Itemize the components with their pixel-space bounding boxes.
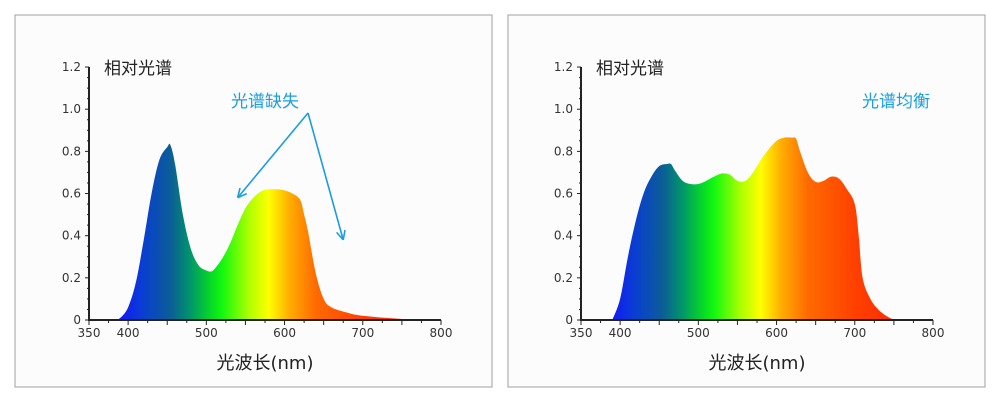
y-tick-label: 0.2 xyxy=(554,271,573,285)
x-tick-label: 700 xyxy=(351,326,374,340)
y-tick-label: 1.2 xyxy=(554,60,573,74)
x-tick-label: 350 xyxy=(78,326,101,340)
x-tick-label: 600 xyxy=(273,326,296,340)
y-tick-label: 0.4 xyxy=(62,229,81,243)
x-tick-label: 800 xyxy=(430,326,453,340)
chart-panel-1: 0 0.2 0.4 0.6 0.8 1.0 1.2 350 400 500 600 700 800 相对光… xyxy=(14,14,493,388)
arrow-head xyxy=(236,187,241,198)
y-tick-label: 1.0 xyxy=(62,102,81,116)
y-tick-label: 0.4 xyxy=(554,229,573,243)
chart-title: 相对光谱 xyxy=(596,59,664,79)
chart-title: 相对光谱 xyxy=(104,59,172,79)
arrow-head xyxy=(336,231,344,241)
y-tick-label: 0.2 xyxy=(62,271,81,285)
y-tick-label: 0 xyxy=(73,313,81,327)
y-tick-label: 1.2 xyxy=(62,60,81,74)
x-tick-label: 800 xyxy=(922,326,945,340)
annotation-label: 光谱均衡 xyxy=(862,92,930,112)
spectrum-area xyxy=(612,137,894,320)
y-tick-label: 0.8 xyxy=(62,144,81,158)
arrow-head xyxy=(342,229,346,241)
x-tick-label: 600 xyxy=(765,326,788,340)
annotation-arrow xyxy=(307,112,344,241)
y-tick-label: 0.8 xyxy=(554,144,573,158)
chart-panel-2: 0 0.2 0.4 0.6 0.8 1.0 1.2 350 400 500 600 700 800 相对光… xyxy=(507,14,986,388)
arrow-head xyxy=(237,192,248,199)
x-tick-label: 400 xyxy=(117,326,140,340)
x-tick-label: 700 xyxy=(843,326,866,340)
annotation-label: 光谱缺失 xyxy=(231,92,299,112)
x-tick-label: 500 xyxy=(687,326,710,340)
x-axis-label: 光波长(nm) xyxy=(217,353,314,374)
x-tick-label: 400 xyxy=(609,326,632,340)
annotation-arrow xyxy=(237,112,309,199)
spectrum-area xyxy=(114,143,442,320)
x-axis-label: 光波长(nm) xyxy=(709,353,806,374)
x-tick-label: 350 xyxy=(570,326,593,340)
y-tick-label: 0.6 xyxy=(554,187,573,201)
x-tick-label: 500 xyxy=(195,326,218,340)
y-tick-label: 1.0 xyxy=(554,102,573,116)
y-tick-label: 0.6 xyxy=(62,187,81,201)
y-tick-label: 0 xyxy=(565,313,573,327)
